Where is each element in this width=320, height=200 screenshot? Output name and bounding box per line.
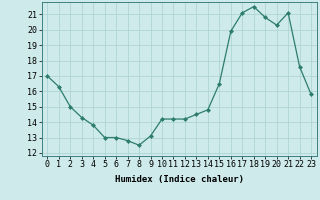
X-axis label: Humidex (Indice chaleur): Humidex (Indice chaleur) (115, 175, 244, 184)
